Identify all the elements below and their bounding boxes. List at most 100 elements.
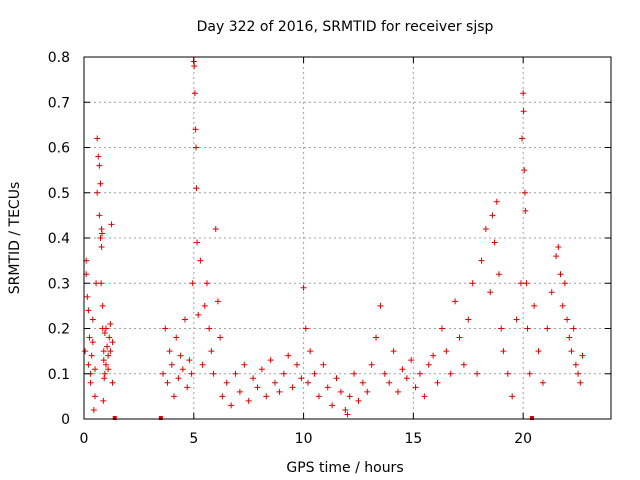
data-point — [559, 302, 566, 309]
data-point — [97, 180, 104, 187]
data-point — [267, 357, 274, 364]
data-point — [553, 253, 560, 260]
data-point — [89, 339, 96, 346]
data-point — [175, 375, 182, 382]
data-point — [300, 284, 307, 291]
data-point — [88, 352, 95, 359]
data-point — [489, 212, 496, 219]
data-point — [162, 325, 169, 332]
data-point — [188, 370, 195, 377]
data-point — [438, 325, 445, 332]
data-point — [487, 289, 494, 296]
y-tick-label: 0 — [61, 412, 70, 428]
data-point — [197, 257, 204, 264]
data-point — [337, 388, 344, 395]
data-point — [522, 207, 529, 214]
data-point — [91, 366, 98, 373]
data-point — [315, 393, 322, 400]
data-point — [531, 302, 538, 309]
data-point — [191, 63, 198, 70]
data-point — [519, 135, 526, 142]
y-tick-label: 0.8 — [48, 50, 70, 66]
data-point — [223, 379, 230, 386]
plot-area-border — [83, 56, 612, 420]
x-tick-label: 5 — [189, 431, 198, 447]
data-point — [351, 370, 358, 377]
data-point — [311, 370, 318, 377]
data-point — [94, 135, 101, 142]
data-point — [539, 379, 546, 386]
data-point — [97, 235, 104, 241]
data-point — [192, 144, 199, 151]
data-point — [98, 244, 105, 251]
data-point — [208, 348, 215, 355]
data-point — [307, 348, 314, 355]
data-point — [346, 393, 353, 400]
data-point — [381, 370, 388, 377]
data-point — [460, 361, 467, 368]
x-tick-label: 10 — [295, 431, 313, 447]
data-point — [568, 348, 575, 355]
data-point — [430, 352, 437, 359]
grid-lines — [84, 57, 611, 419]
data-point — [373, 334, 380, 341]
x-tick-label: 0 — [80, 431, 89, 447]
data-point — [520, 108, 527, 115]
data-point — [403, 375, 410, 382]
data-point — [158, 416, 163, 420]
data-point — [412, 384, 419, 391]
data-point — [96, 162, 103, 169]
data-point — [101, 375, 108, 382]
data-point — [577, 379, 584, 386]
data-point — [109, 339, 116, 346]
data-point — [555, 244, 562, 251]
data-point — [94, 189, 101, 196]
data-point — [474, 370, 481, 377]
data-point — [195, 311, 202, 318]
data-point — [109, 379, 116, 386]
data-point — [289, 384, 296, 391]
data-point — [293, 361, 300, 368]
data-point — [359, 379, 366, 386]
data-point — [416, 370, 423, 377]
data-point — [164, 379, 171, 386]
data-point — [228, 402, 235, 409]
data-point — [329, 402, 336, 409]
data-point — [210, 370, 217, 377]
x-tick-label: 15 — [404, 431, 422, 447]
data-point — [100, 357, 107, 364]
data-point — [182, 316, 189, 323]
data-point — [168, 361, 175, 368]
data-point — [86, 334, 93, 341]
data-point — [217, 334, 224, 341]
data-point — [85, 307, 92, 314]
data-point — [99, 230, 106, 237]
data-point — [276, 388, 283, 395]
data-point — [219, 393, 226, 400]
data-point — [500, 348, 507, 355]
data-point — [245, 397, 252, 404]
data-point — [105, 352, 112, 359]
y-tick-label: 0.3 — [48, 276, 70, 292]
data-point — [526, 370, 533, 377]
data-point — [93, 280, 100, 287]
data-point — [285, 352, 292, 359]
data-point — [232, 370, 239, 377]
data-point — [523, 280, 530, 287]
data-point — [96, 212, 103, 219]
data-point — [504, 370, 511, 377]
data-point — [166, 348, 173, 355]
data-point — [91, 393, 98, 400]
data-point — [521, 167, 528, 174]
data-point — [469, 280, 476, 287]
data-point — [236, 388, 243, 395]
data-point — [496, 271, 503, 278]
data-point — [160, 370, 167, 377]
data-point — [106, 334, 113, 341]
data-point — [250, 375, 257, 382]
data-point — [386, 379, 393, 386]
data-point — [107, 348, 114, 355]
y-tick-labels: 0 0.1 0.2 0.3 0.4 0.5 0.6 0.7 0.8 — [48, 50, 70, 428]
data-point — [298, 375, 305, 382]
data-points — [82, 58, 586, 420]
